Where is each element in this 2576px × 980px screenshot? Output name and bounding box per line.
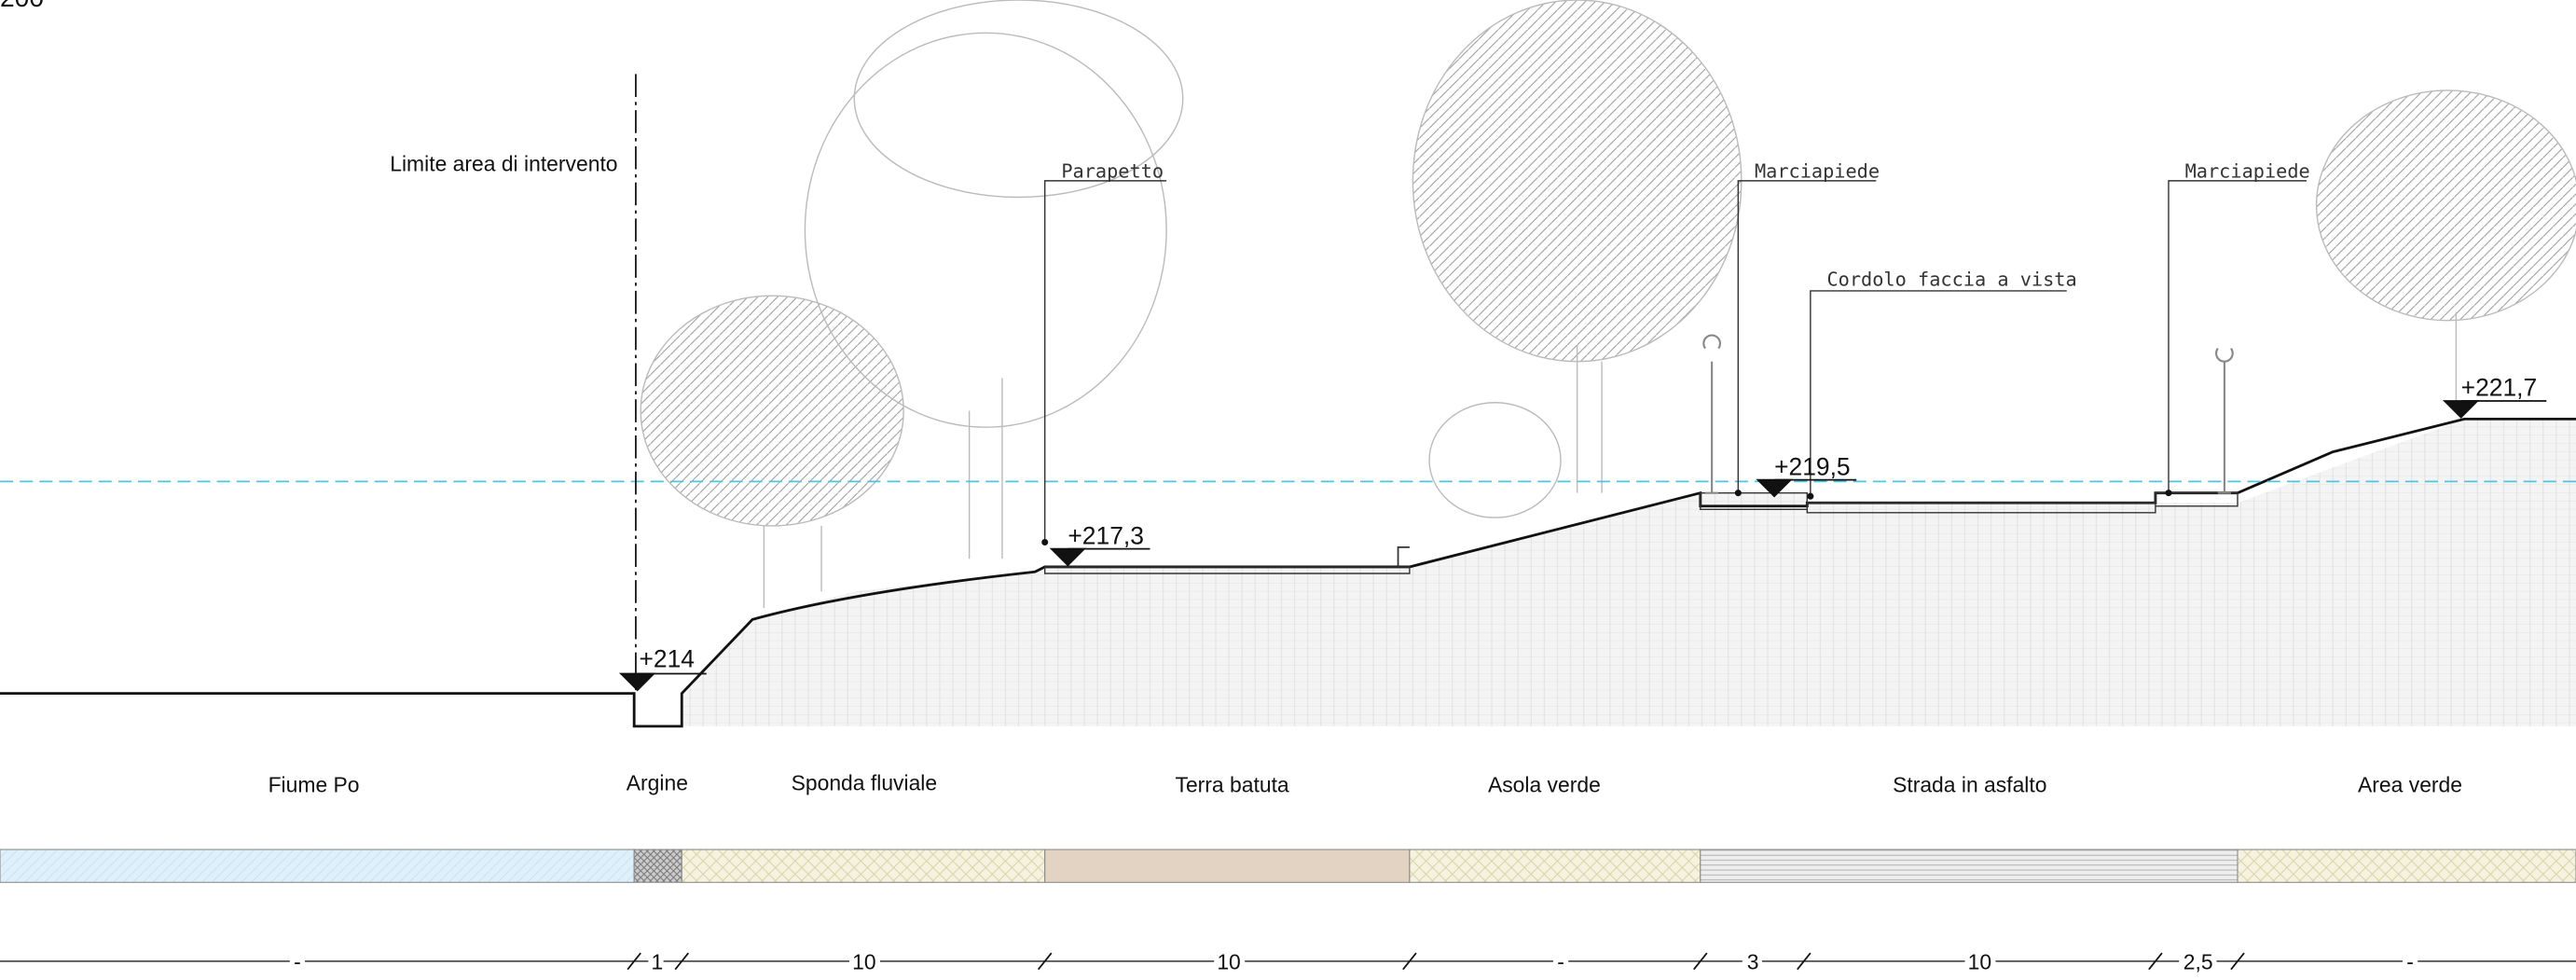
dimension-label: 2,5 (2183, 950, 2213, 974)
dimension-label: - (294, 950, 301, 974)
sidewalk-label: Marciapiede (2185, 159, 2310, 182)
trees (640, 0, 2576, 609)
elevation: +219,5 (1774, 452, 1851, 480)
dimension-ticks (627, 952, 2245, 971)
limit-label: Limite area di intervento (390, 151, 617, 175)
curb-label: Cordolo faccia a vista (1826, 269, 2076, 291)
pavement (1044, 491, 2239, 574)
material-strip (0, 849, 2576, 883)
dimension-label: 10 (1217, 950, 1240, 974)
zone-label: Sponda fluviale (792, 771, 938, 795)
zone-label: Strada in asfalto (1893, 772, 2046, 796)
parapet-label: Parapetto (1061, 159, 1164, 182)
zone-label: Fiume Po (269, 772, 360, 796)
dimension-label: 10 (1968, 950, 1991, 974)
elevation: +214 (639, 644, 695, 672)
sidewalk-label: Marciapiede (1755, 159, 1880, 182)
elevation: +217,3 (1068, 521, 1144, 549)
elevation-markers (618, 400, 2547, 692)
elevation: +221,7 (2461, 374, 2538, 402)
dimension-label: 1 (651, 950, 663, 974)
dimension-label: 10 (852, 950, 875, 974)
lamps (1702, 334, 2234, 494)
dimension-label: - (1557, 950, 1564, 974)
dimension-label: 3 (1747, 950, 1759, 974)
ground-fill (682, 419, 2576, 726)
leaders (1044, 180, 2307, 543)
zone-label: Asola verde (1488, 772, 1601, 796)
dimension-label: - (2406, 950, 2414, 974)
zone-label: Terra batuta (1176, 772, 1289, 796)
zone-label: Area verde (2358, 772, 2462, 796)
curb-low (1397, 545, 1410, 567)
scale-label: 200 (0, 0, 44, 12)
zone-label: Argine (627, 771, 688, 795)
